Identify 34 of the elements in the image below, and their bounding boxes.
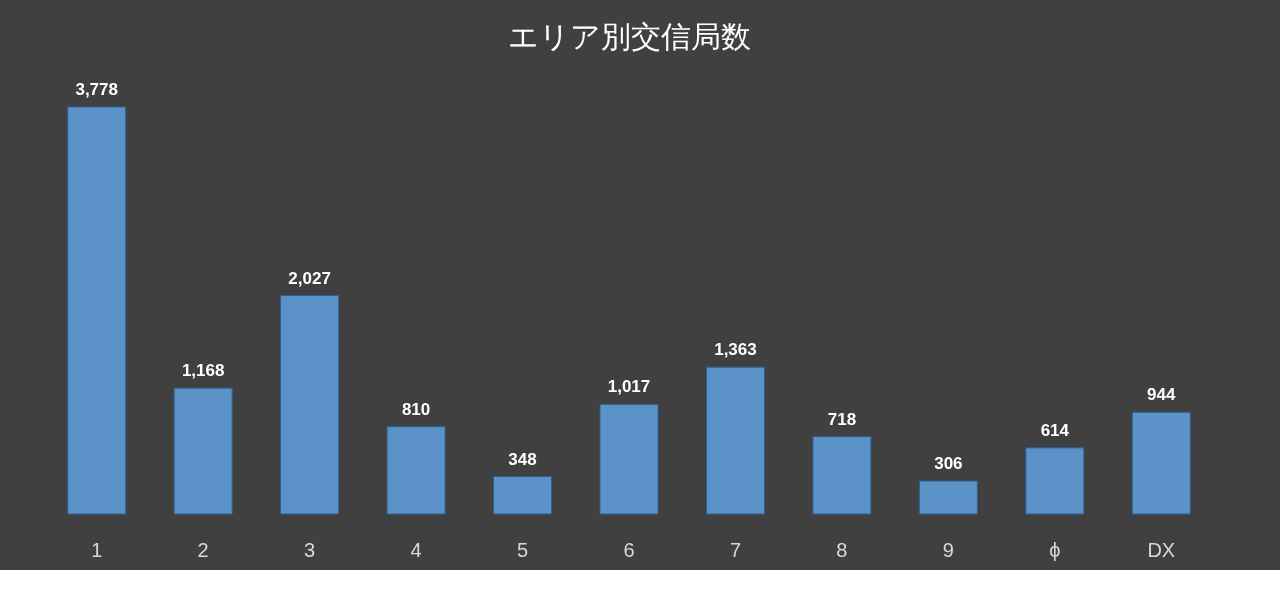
- data-label: 1,017: [607, 377, 651, 397]
- x-tick-label: 5: [516, 538, 529, 561]
- x-tick-label: DX: [1147, 538, 1176, 561]
- data-label: 944: [1147, 385, 1177, 405]
- bar: [1025, 447, 1085, 515]
- bar: [812, 436, 872, 515]
- bar: [705, 366, 765, 515]
- data-label: 3,778: [75, 79, 118, 99]
- x-tick-label: 9: [942, 538, 954, 561]
- bar: [386, 426, 446, 515]
- x-tick-label: 3: [304, 538, 316, 561]
- x-tick-label: 2: [197, 538, 209, 561]
- x-tick-label: 8: [836, 538, 848, 561]
- x-tick-label: 6: [623, 538, 635, 561]
- data-label: 1,168: [181, 361, 225, 381]
- bar: [918, 480, 978, 515]
- data-label: 614: [1040, 420, 1070, 440]
- bar: [1131, 411, 1191, 515]
- bar: [599, 403, 659, 515]
- data-label: 810: [401, 399, 431, 419]
- bar: [493, 476, 553, 515]
- data-label: 2,027: [288, 268, 331, 288]
- data-label: 306: [934, 454, 963, 474]
- bar: [67, 106, 127, 515]
- chart-title: エリア別交信局数: [507, 18, 751, 54]
- x-tick-label: 1: [91, 538, 103, 561]
- data-label: 1,363: [714, 340, 757, 360]
- x-tick-label: ϕ: [1049, 538, 1061, 561]
- x-tick-label: 7: [729, 538, 742, 561]
- x-tick-label: 4: [410, 538, 422, 561]
- data-label: 718: [827, 409, 857, 429]
- data-label: 348: [508, 449, 537, 469]
- bar: [173, 387, 233, 515]
- bar: [280, 295, 340, 515]
